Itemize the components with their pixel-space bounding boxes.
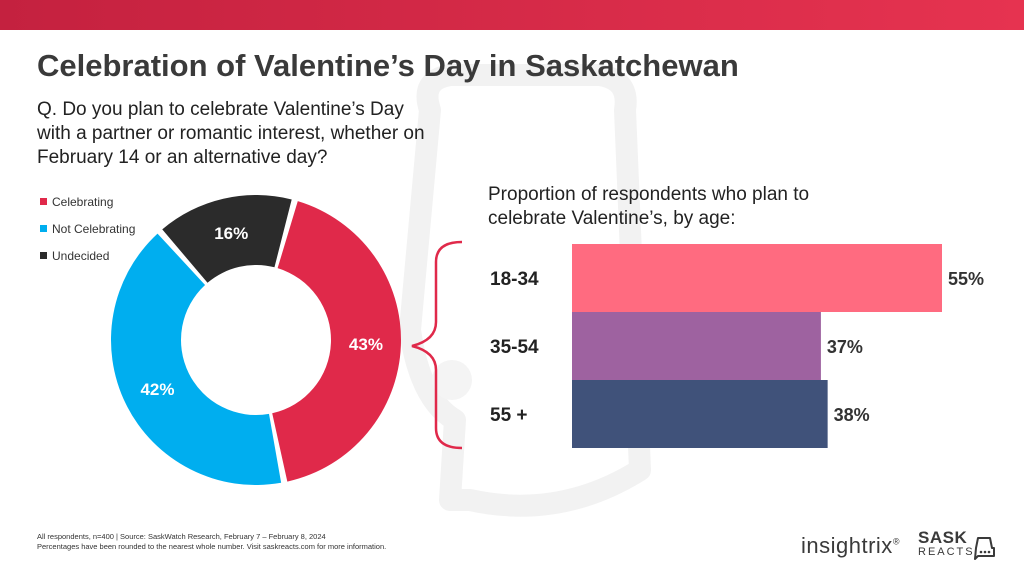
donut-legend: Celebrating Not Celebrating Undecided: [40, 188, 135, 269]
footnote: All respondents, n=400 | Source: SaskWat…: [37, 532, 386, 552]
legend-label: Undecided: [52, 248, 110, 263]
saskreacts-logo: SASK REACTS: [918, 528, 975, 559]
legend-swatch: [40, 252, 47, 259]
bar-35-54: [572, 312, 821, 380]
page-title: Celebration of Valentine’s Day in Saskat…: [37, 48, 739, 83]
footnote-line-2: Percentages have been rounded to the nea…: [37, 542, 387, 551]
donut-slice-not-celebrating: [111, 233, 282, 485]
bar-data-label: 55%: [948, 269, 984, 289]
bar-data-label: 37%: [827, 337, 863, 357]
donut-slice-celebrating: [272, 201, 402, 482]
bar-18-34: [572, 244, 942, 312]
legend-swatch: [40, 225, 47, 232]
legend-item-celebrating: Celebrating: [40, 188, 135, 215]
footnote-line-1: All respondents, n=400 | Source: SaskWat…: [37, 532, 326, 541]
legend-label: Celebrating: [52, 194, 114, 209]
speech-bubble-icon: [974, 537, 995, 560]
insightrix-logo: insightrix®: [801, 533, 900, 559]
reacts-wordmark: REACTS: [918, 546, 975, 558]
legend-label: Not Celebrating: [52, 221, 136, 236]
legend-swatch: [40, 198, 47, 205]
survey-question: Q. Do you plan to celebrate Valentine’s …: [37, 99, 425, 168]
bar-chart-title: Proportion of respondents who plan to ce…: [488, 184, 810, 229]
bar-category-label: 55 +: [490, 405, 528, 426]
insightrix-wordmark: insightrix: [801, 533, 893, 558]
donut-data-label: 16%: [214, 224, 248, 243]
bar-55+: [572, 380, 828, 448]
legend-item-undecided: Undecided: [40, 242, 135, 269]
sask-wordmark: SASK: [918, 528, 968, 547]
donut-slice-undecided: [162, 195, 292, 283]
donut-data-label: 42%: [140, 380, 174, 399]
registered-mark: ®: [892, 536, 900, 547]
bar-category-label: 35-54: [490, 337, 539, 358]
donut-data-label: 43%: [349, 335, 383, 354]
top-banner: [0, 0, 1024, 30]
bracket-icon: [411, 240, 463, 450]
bar-category-label: 18-34: [490, 269, 539, 290]
bar-data-label: 38%: [834, 405, 870, 425]
legend-item-not-celebrating: Not Celebrating: [40, 215, 135, 242]
